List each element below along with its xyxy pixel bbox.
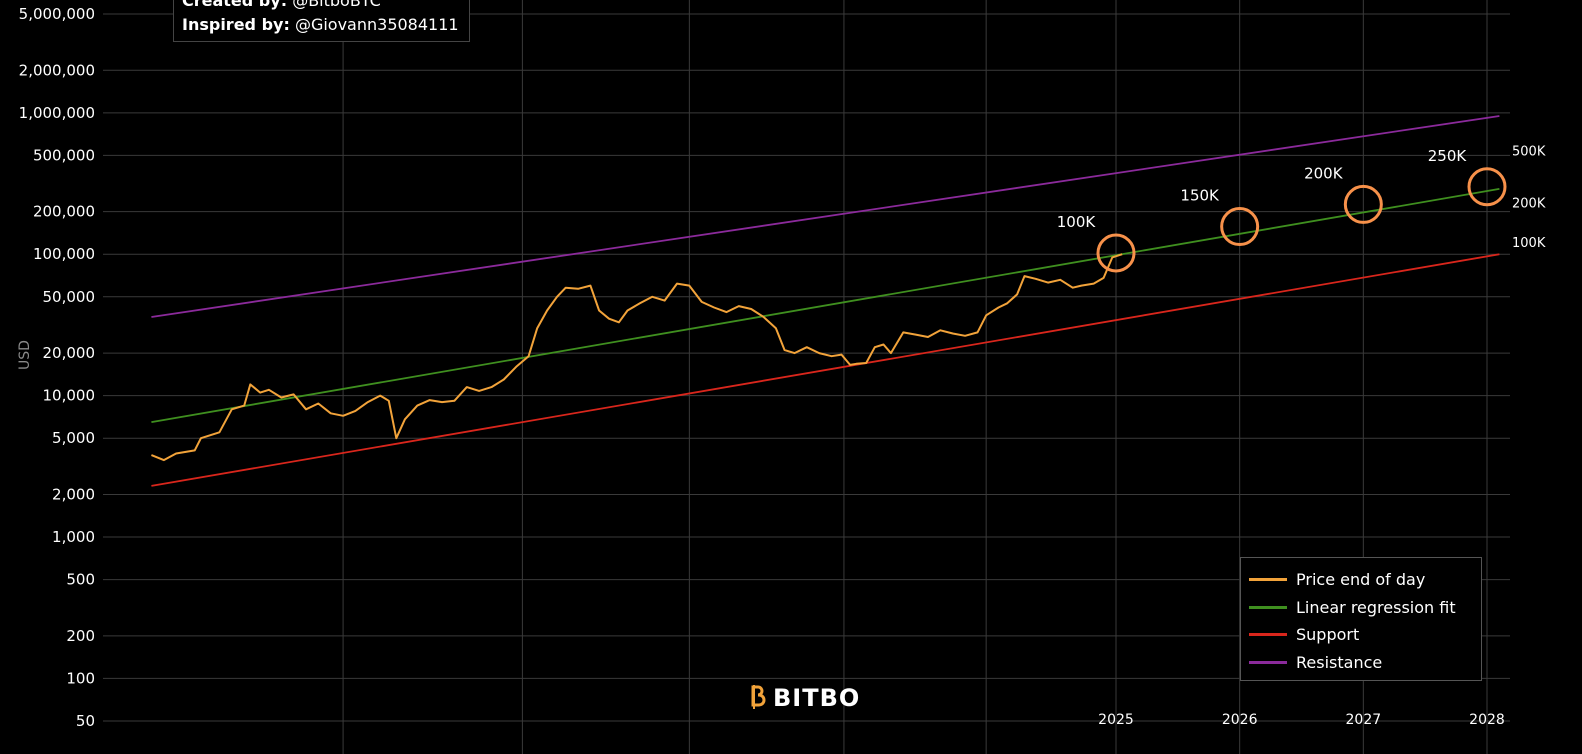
y-tick-label: 200,000 [33, 203, 95, 221]
chart-grid [103, 0, 1510, 754]
brand-watermark: BITBO [748, 684, 860, 712]
legend-item[interactable]: Support [1241, 621, 1481, 649]
right-value-label: 500K [1512, 144, 1546, 159]
y-tick-label: 100 [66, 669, 95, 687]
target-circle [1220, 207, 1260, 247]
target-circle [1467, 167, 1507, 207]
y-tick-label: 1,000 [52, 528, 95, 546]
y-tick-label: 500,000 [33, 146, 95, 164]
legend-label: Support [1296, 625, 1360, 645]
y-tick-label: 2,000 [52, 485, 95, 503]
x-tick-label: 2027 [1346, 712, 1382, 728]
x-tick-label: 2028 [1469, 712, 1505, 728]
y-tick-label: 50 [76, 712, 95, 730]
brand-name: BITBO [773, 684, 861, 712]
right-value-label: 200K [1512, 197, 1546, 212]
inspired-by-value: @Giovann35084111 [294, 15, 459, 34]
target-label: 100K [1057, 213, 1097, 231]
created-by-label: Created by: [182, 0, 288, 10]
legend-label: Price end of day [1296, 570, 1426, 590]
y-tick-label: 200 [66, 627, 95, 645]
inspired-by-line: Inspired by: @Giovann35084111 [182, 13, 459, 37]
y-tick-label: 100,000 [33, 245, 95, 263]
legend-item[interactable]: Price end of day [1241, 566, 1481, 594]
target-circle [1343, 184, 1383, 224]
inspired-by-label: Inspired by: [182, 15, 290, 34]
legend-swatch [1249, 605, 1287, 609]
credits-box: Created by: @BitboBTC Inspired by: @Giov… [173, 0, 470, 42]
right-edge-labels: 500K 200K 100K [1512, 144, 1546, 251]
legend-swatch [1249, 660, 1287, 664]
legend-item[interactable]: Linear regression fit [1241, 594, 1481, 622]
y-tick-label: 1,000,000 [19, 104, 95, 122]
x-axis-ticks: 2025 2026 2027 2028 [1098, 712, 1505, 728]
y-tick-label: 20,000 [43, 344, 96, 362]
target-label: 200K [1304, 164, 1344, 182]
y-tick-label: 10,000 [43, 387, 96, 405]
target-circles: 100K 150K 200K 250K [1057, 147, 1507, 273]
y-tick-label: 5,000,000 [19, 5, 95, 23]
y-tick-label: 50,000 [43, 288, 96, 306]
created-by-value: @BitboBTC [292, 0, 381, 10]
legend-swatch [1249, 633, 1287, 637]
y-tick-label: 5,000 [52, 429, 95, 447]
x-tick-label: 2025 [1098, 712, 1134, 728]
legend-label: Linear regression fit [1296, 597, 1456, 617]
legend-swatch [1249, 578, 1287, 582]
legend-label: Resistance [1296, 652, 1383, 672]
legend-item[interactable]: Resistance [1241, 649, 1481, 677]
linear-regression-fit-line [151, 188, 1500, 423]
created-by-line: Created by: @BitboBTC [182, 0, 459, 13]
y-tick-label: 2,000,000 [19, 61, 95, 79]
bitbo-logo-icon [751, 685, 766, 709]
y-axis-label: USD [17, 340, 33, 370]
chart-legend: Price end of day Linear regression fit Sup… [1240, 557, 1482, 681]
target-label: 250K [1428, 147, 1468, 165]
y-tick-label: 500 [66, 571, 95, 589]
target-label: 150K [1180, 187, 1220, 205]
price-end-of-day-line [151, 253, 1123, 462]
resistance-line [151, 115, 1500, 318]
x-tick-label: 2026 [1222, 712, 1258, 728]
chart-series [151, 115, 1500, 487]
y-axis-ticks: 50 100 200 500 1,000 2,000 5,000 10,000 20,000 50… [19, 5, 95, 730]
target-circle [1096, 233, 1136, 273]
right-value-label: 100K [1512, 236, 1546, 251]
support-line [151, 253, 1500, 487]
